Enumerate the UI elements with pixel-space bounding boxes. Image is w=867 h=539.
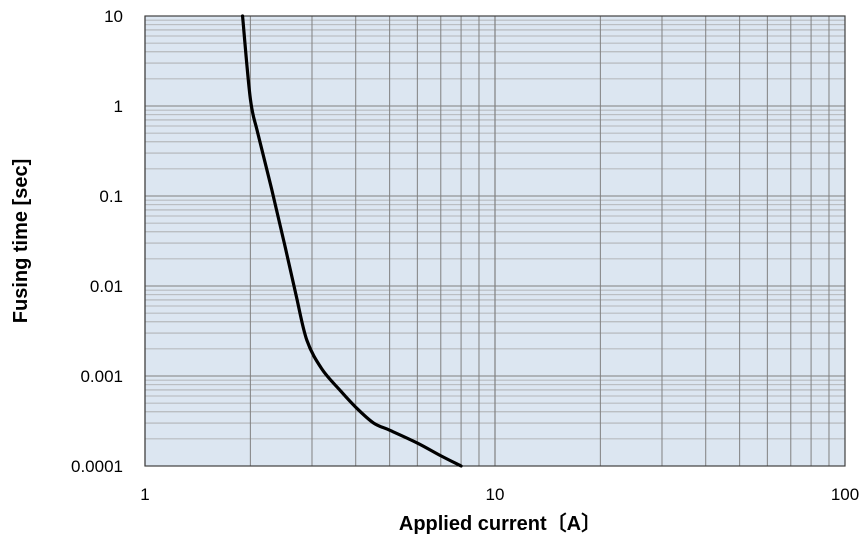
plot-border [144, 15, 846, 467]
x-tick-label: 10 [486, 485, 505, 504]
y-tick-label: 0.01 [90, 277, 123, 296]
y-tick-label: 0.001 [80, 367, 123, 386]
x-tick-label: 1 [140, 485, 149, 504]
x-axis-tick-labels: 1 10 100 [140, 485, 859, 504]
y-axis-tick-labels: 10 1 0.1 0.01 0.001 0.0001 [71, 7, 123, 476]
x-tick-label: 100 [831, 485, 859, 504]
y-tick-label: 10 [104, 7, 123, 26]
y-tick-label: 1 [114, 97, 123, 116]
x-axis-title: Applied current〔A〕 [399, 512, 601, 535]
y-tick-label: 0.0001 [71, 457, 123, 476]
y-axis-title: Fusing time [sec] [10, 159, 32, 323]
series-layer [240, 14, 463, 468]
y-tick-label: 0.1 [99, 187, 123, 206]
fusing-curve-line [240, 14, 463, 468]
grid-lines [144, 16, 845, 467]
